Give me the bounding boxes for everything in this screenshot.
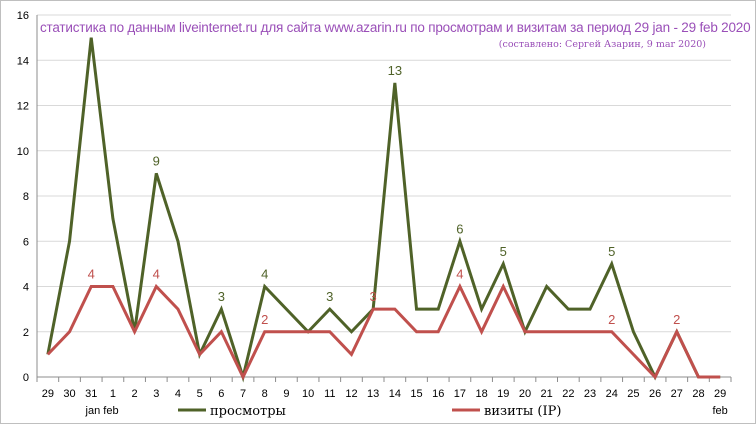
x-tick-label: 29 (714, 388, 726, 400)
x-tick-label: 14 (389, 388, 401, 400)
x-tick-label: 17 (454, 388, 466, 400)
y-tick-label: 2 (23, 327, 29, 339)
data-label: 3 (326, 289, 333, 304)
legend-label: просмотры (210, 404, 286, 419)
data-label: 13 (388, 63, 402, 78)
data-label: 5 (500, 244, 507, 259)
x-tick-label: 31 (85, 388, 97, 400)
data-label: 2 (261, 312, 268, 327)
y-tick-label: 8 (23, 191, 29, 203)
series-line-0 (46, 37, 721, 383)
month-label: feb (713, 405, 728, 417)
data-label: 2 (608, 312, 615, 327)
x-tick-label: 3 (153, 388, 159, 400)
data-label: 2 (673, 312, 680, 327)
x-tick-label: 18 (475, 388, 487, 400)
x-tick-label: 21 (541, 388, 553, 400)
chart-subtitle: (составлено: Сергей Азарин, 9 mar 2020) (498, 39, 706, 50)
data-label: 4 (261, 267, 268, 282)
data-label: 5 (608, 244, 615, 259)
x-tick-label: 8 (262, 388, 268, 400)
y-tick-label: 0 (23, 372, 29, 384)
y-tick-label: 6 (23, 236, 29, 248)
x-tick-label: 12 (345, 388, 357, 400)
x-tick-label: 10 (302, 388, 314, 400)
x-tick-label: 13 (367, 388, 379, 400)
x-tick-label: 27 (671, 388, 683, 400)
x-tick-label: 22 (562, 388, 574, 400)
y-tick-label: 12 (17, 101, 29, 113)
y-tick-label: 16 (17, 10, 29, 22)
x-tick-label: 24 (606, 388, 618, 400)
data-label: 4 (88, 267, 95, 282)
data-label: 4 (153, 267, 160, 282)
x-tick-label: 28 (692, 388, 704, 400)
x-tick-label: 23 (584, 388, 596, 400)
data-label: 3 (370, 289, 377, 304)
chart-title: статистика по данным liveinternet.ru для… (40, 20, 751, 35)
series-line-1 (46, 283, 721, 381)
x-tick-label: 7 (240, 388, 246, 400)
y-tick-label: 10 (17, 146, 29, 158)
x-tick-label: 30 (63, 388, 75, 400)
x-tick-label: 19 (497, 388, 509, 400)
data-label: 3 (218, 289, 225, 304)
legend: просмотры визиты (IP) (178, 404, 561, 419)
x-tick-label: 15 (410, 388, 422, 400)
x-tick-label: 20 (519, 388, 531, 400)
data-label: 6 (456, 221, 463, 236)
data-label: 9 (153, 153, 160, 168)
x-tick-label: 25 (627, 388, 639, 400)
x-tick-label: 1 (110, 388, 116, 400)
x-tick-label: 26 (649, 388, 661, 400)
x-tick-label: 2 (132, 388, 138, 400)
series-lines (46, 37, 721, 383)
x-tick-label: 6 (218, 388, 224, 400)
data-label: 4 (456, 267, 463, 282)
y-tick-label: 14 (17, 55, 29, 67)
x-tick-label: 5 (197, 388, 203, 400)
data-labels: 9 3 4 3 13 6 5 5 4 4 2 3 4 2 2 (88, 63, 681, 327)
x-tick-label: 16 (432, 388, 444, 400)
x-tick-label: 9 (283, 388, 289, 400)
month-label: jan feb (85, 405, 119, 417)
x-tick-label: 4 (175, 388, 181, 400)
x-tick-label: 29 (42, 388, 54, 400)
y-tick-label: 4 (23, 282, 29, 294)
legend-label: визиты (IP) (484, 404, 561, 419)
x-tick-label: 11 (324, 388, 335, 400)
